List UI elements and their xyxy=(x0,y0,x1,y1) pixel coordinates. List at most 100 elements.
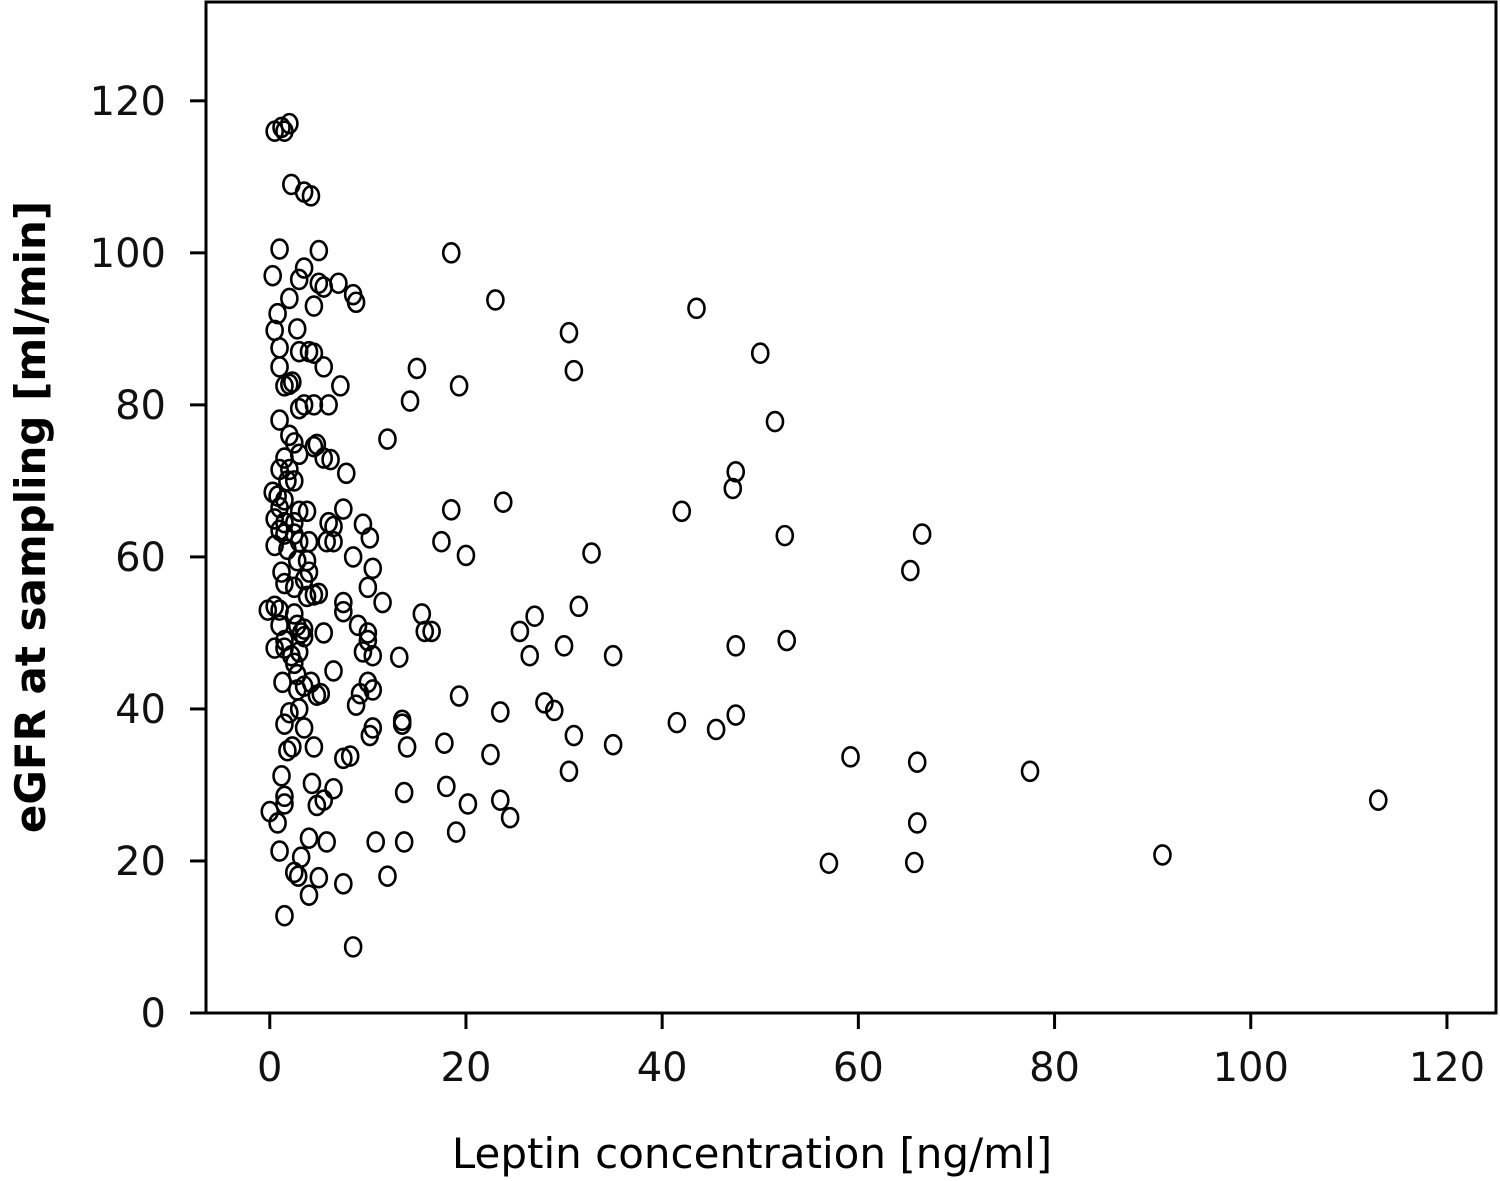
data-point xyxy=(289,500,309,523)
x-tick-label: 80 xyxy=(1029,1045,1080,1091)
data-point xyxy=(350,682,370,705)
data-point xyxy=(272,561,291,583)
data-point xyxy=(493,491,513,513)
data-point xyxy=(706,718,726,741)
x-tick-label: 20 xyxy=(441,1045,492,1091)
data-point xyxy=(343,546,363,568)
data-point xyxy=(314,276,334,298)
data-point xyxy=(343,936,363,958)
data-point xyxy=(302,772,322,795)
data-point xyxy=(317,831,336,853)
data-point xyxy=(299,827,319,849)
data-point xyxy=(270,337,289,359)
data-point xyxy=(287,549,307,572)
data-point xyxy=(265,534,284,557)
data-point xyxy=(294,618,314,640)
data-point xyxy=(294,717,314,739)
data-point xyxy=(904,851,924,874)
data-point xyxy=(334,600,353,623)
data-point xyxy=(432,530,451,553)
data-point xyxy=(559,321,579,344)
data-point xyxy=(775,524,795,547)
y-tick-label: 120 xyxy=(90,79,166,125)
data-point xyxy=(297,585,317,608)
data-point xyxy=(317,530,336,553)
data-point xyxy=(378,428,397,450)
data-point xyxy=(270,409,289,431)
data-point xyxy=(412,603,432,625)
data-point xyxy=(901,559,920,582)
data-point xyxy=(275,447,294,469)
data-point xyxy=(270,238,289,260)
data-point xyxy=(324,777,343,800)
data-point xyxy=(275,523,294,545)
data-point xyxy=(353,641,373,663)
data-point xyxy=(378,865,397,887)
data-point xyxy=(299,884,319,906)
data-point xyxy=(437,775,456,798)
y-tick-label: 80 xyxy=(115,383,166,429)
data-point xyxy=(360,724,380,747)
data-point xyxy=(284,861,304,884)
data-point xyxy=(544,699,564,722)
data-point xyxy=(289,698,309,720)
y-tick-label: 40 xyxy=(115,687,166,733)
y-axis-ticks: 0 20 40 60 80 100 120 xyxy=(90,79,206,1037)
data-point xyxy=(283,736,302,758)
data-point xyxy=(907,812,927,834)
data-point xyxy=(304,295,324,317)
data-point xyxy=(297,500,317,523)
data-point xyxy=(582,542,601,564)
data-point xyxy=(723,477,743,500)
x-tick-label: 60 xyxy=(833,1045,884,1091)
data-point xyxy=(284,652,304,675)
data-point xyxy=(394,831,414,853)
data-point xyxy=(535,692,554,714)
data-point xyxy=(525,605,544,628)
data-point xyxy=(334,498,353,520)
x-tick-label: 120 xyxy=(1409,1045,1485,1091)
data-point xyxy=(348,614,368,637)
data-point xyxy=(363,679,383,701)
x-tick-label: 0 xyxy=(257,1045,282,1091)
data-point xyxy=(284,511,304,534)
data-point xyxy=(304,736,324,758)
data-point xyxy=(564,724,584,747)
data-point xyxy=(435,732,454,754)
x-axis-title: Leptin concentration [ng/ml] xyxy=(452,1129,1052,1178)
data-points xyxy=(258,112,1388,958)
data-point xyxy=(569,595,589,618)
data-point xyxy=(275,785,294,808)
data-point xyxy=(270,840,289,862)
data-point xyxy=(490,701,510,723)
data-point xyxy=(415,620,435,643)
data-point xyxy=(283,371,302,393)
data-point xyxy=(272,765,291,787)
data-point xyxy=(268,812,287,834)
plot-frame xyxy=(204,0,1498,1015)
data-point xyxy=(1368,789,1388,811)
data-point xyxy=(481,743,500,766)
data-point xyxy=(324,660,343,682)
data-point xyxy=(268,302,287,325)
data-point xyxy=(280,287,299,310)
data-point xyxy=(407,357,427,380)
data-point xyxy=(750,342,770,364)
data-point xyxy=(672,500,692,523)
data-point xyxy=(500,806,520,829)
data-point xyxy=(777,629,797,652)
data-point xyxy=(765,410,785,433)
data-point xyxy=(726,704,746,726)
y-tick-label: 20 xyxy=(115,839,166,885)
data-point xyxy=(263,264,283,287)
data-point xyxy=(319,394,338,416)
data-point xyxy=(334,872,353,895)
data-point xyxy=(288,865,308,887)
data-point xyxy=(314,356,334,378)
data-point xyxy=(819,852,839,875)
data-point xyxy=(265,508,284,530)
data-point xyxy=(304,342,324,364)
data-point xyxy=(441,242,461,264)
data-point xyxy=(334,591,353,614)
data-point xyxy=(346,291,366,314)
